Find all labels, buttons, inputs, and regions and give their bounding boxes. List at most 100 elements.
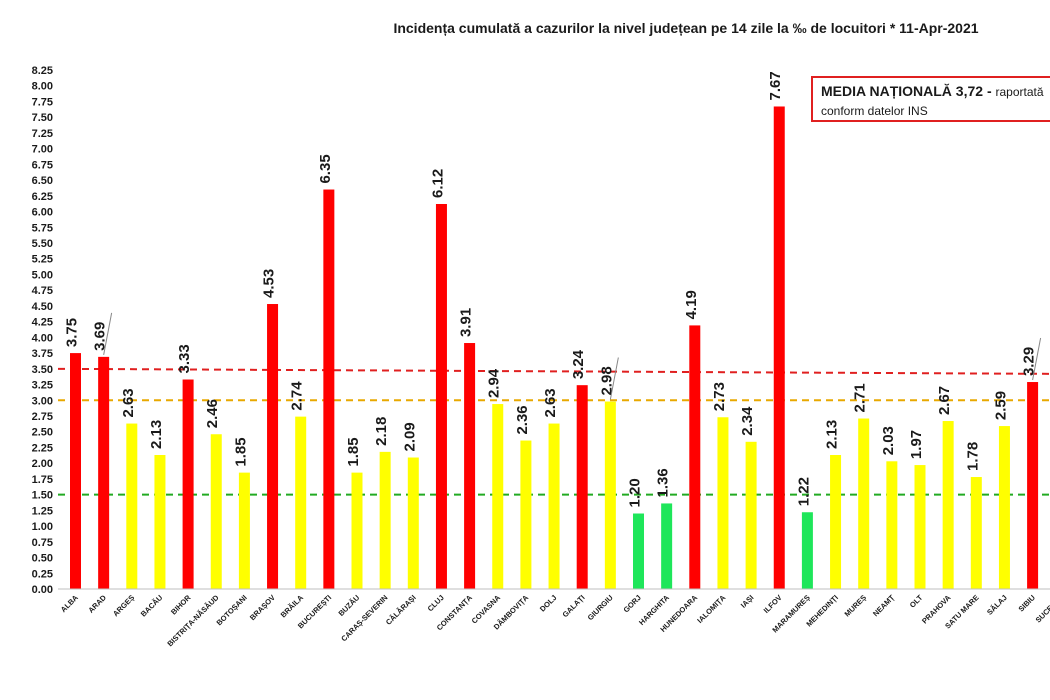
x-tick-label: NEAMȚ	[871, 593, 897, 619]
bar	[238, 472, 250, 589]
y-tick-label: 3.25	[32, 380, 53, 392]
data-label: 6.12	[429, 169, 446, 198]
x-tick-label: BIHOR	[169, 593, 193, 617]
bar	[998, 426, 1010, 589]
y-tick-label: 5.50	[32, 238, 53, 250]
y-axis-ticks: 0.00 0.25 0.50 0.75 1.00 1.25 1.50 1.75 2.00 2.25…	[32, 65, 53, 596]
bar	[407, 457, 419, 589]
y-tick-label: 4.25	[32, 317, 53, 329]
bar	[492, 404, 504, 589]
data-label: 2.63	[542, 388, 559, 417]
data-label: 4.53	[261, 269, 278, 298]
x-tick-label: BISTRIȚA-NĂSĂUD	[165, 593, 221, 649]
x-axis-ticks: ALBA ARAD ARGEȘ BACĂU BIHORBISTRIȚA-NĂSĂUDBO…	[59, 593, 1050, 649]
bar	[970, 477, 982, 589]
y-tick-label: 4.50	[32, 301, 53, 313]
bar	[351, 472, 363, 589]
bar	[98, 356, 110, 589]
x-tick-label: SĂLAJ	[985, 593, 1009, 617]
y-tick-label: 7.50	[32, 112, 53, 124]
data-label: 2.94	[486, 368, 503, 398]
bar	[717, 417, 729, 589]
y-tick-label: 0.50	[32, 553, 53, 565]
data-label: 2.59	[992, 391, 1009, 420]
bars	[70, 106, 1039, 589]
x-tick-label: GIURGIU	[586, 593, 615, 622]
data-label: 2.71	[852, 383, 869, 412]
note-line2: conform datelor INS	[821, 104, 928, 118]
bar	[295, 416, 307, 589]
data-label: 2.13	[824, 420, 841, 449]
y-tick-label: 3.00	[32, 395, 53, 407]
bar	[689, 325, 701, 589]
y-tick-label: 5.00	[32, 269, 53, 281]
bar	[548, 423, 560, 589]
bar	[520, 440, 532, 589]
data-label: 2.67	[936, 386, 953, 415]
note-line1-rest: raportată	[995, 85, 1044, 99]
data-label: 4.19	[683, 290, 700, 319]
bar	[830, 455, 842, 589]
national-average-note: MEDIA NAȚIONALĂ 3,72 - raportată conform…	[811, 76, 1050, 122]
x-tick-label: ARAD	[86, 593, 108, 615]
data-label: 2.98	[598, 366, 615, 395]
data-label: 2.18	[373, 417, 390, 446]
data-label: 1.36	[655, 468, 672, 497]
x-tick-label: MUREȘ	[843, 593, 869, 619]
y-tick-label: 7.75	[32, 96, 53, 108]
x-tick-label: BRAȘOV	[248, 593, 277, 622]
data-label: 7.67	[767, 71, 784, 100]
y-tick-label: 4.75	[32, 285, 53, 297]
data-label: 2.36	[514, 405, 531, 434]
y-tick-label: 2.50	[32, 427, 53, 439]
bar	[914, 465, 926, 589]
y-tick-label: 5.25	[32, 254, 53, 266]
x-tick-label: DOLJ	[538, 593, 559, 614]
data-label: 2.63	[120, 388, 137, 417]
y-tick-label: 1.50	[32, 490, 53, 502]
y-tick-label: 6.25	[32, 191, 53, 203]
y-tick-label: 1.75	[32, 474, 53, 486]
x-tick-label: IALOMIȚA	[695, 593, 727, 625]
data-label: 3.69	[92, 322, 109, 351]
note-line1-bold: MEDIA NAȚIONALĂ 3,72 -	[821, 83, 996, 99]
bar	[801, 512, 813, 589]
bar	[633, 513, 644, 589]
bar	[773, 106, 785, 589]
x-tick-label: SIBIU	[1016, 593, 1037, 614]
y-tick-label: 4.00	[32, 332, 53, 344]
x-tick-label: BOTOȘANI	[215, 593, 249, 627]
y-tick-label: 5.75	[32, 222, 53, 234]
data-label: 1.78	[964, 442, 981, 471]
x-tick-label: ALBA	[59, 593, 81, 615]
bar	[604, 401, 616, 589]
x-tick-label: CĂLĂRAȘI	[384, 593, 418, 627]
x-tick-label: BUZĂU	[336, 593, 361, 618]
bar	[886, 461, 898, 589]
bar	[745, 441, 757, 589]
data-label: 2.74	[289, 381, 306, 411]
data-label: 1.22	[795, 477, 812, 506]
y-tick-label: 6.75	[32, 159, 53, 171]
bar	[182, 379, 194, 589]
data-label: 2.73	[711, 382, 728, 411]
data-label: 2.13	[148, 420, 165, 449]
data-label: 2.34	[739, 406, 756, 436]
chart-title: Incidența cumulată a cazurilor la nivel …	[393, 20, 978, 36]
x-tick-label: OLT	[908, 593, 925, 610]
y-tick-label: 8.25	[32, 65, 53, 77]
data-label: 3.33	[176, 344, 193, 373]
y-tick-label: 0.00	[32, 584, 53, 596]
bar	[154, 455, 166, 589]
data-label: 1.20	[627, 478, 644, 507]
data-label: 2.46	[204, 399, 221, 428]
y-tick-label: 2.25	[32, 442, 53, 454]
bar	[435, 203, 447, 589]
y-tick-label: 0.75	[32, 537, 53, 549]
bar	[70, 353, 81, 589]
y-tick-label: 7.25	[32, 128, 53, 140]
bar	[576, 385, 588, 589]
label-leader-line	[103, 312, 113, 355]
data-labels: 3.75 3.69 2.63 2.13 3.33 2.46 1.85 4.53 2.74 6.35…	[64, 71, 1042, 508]
